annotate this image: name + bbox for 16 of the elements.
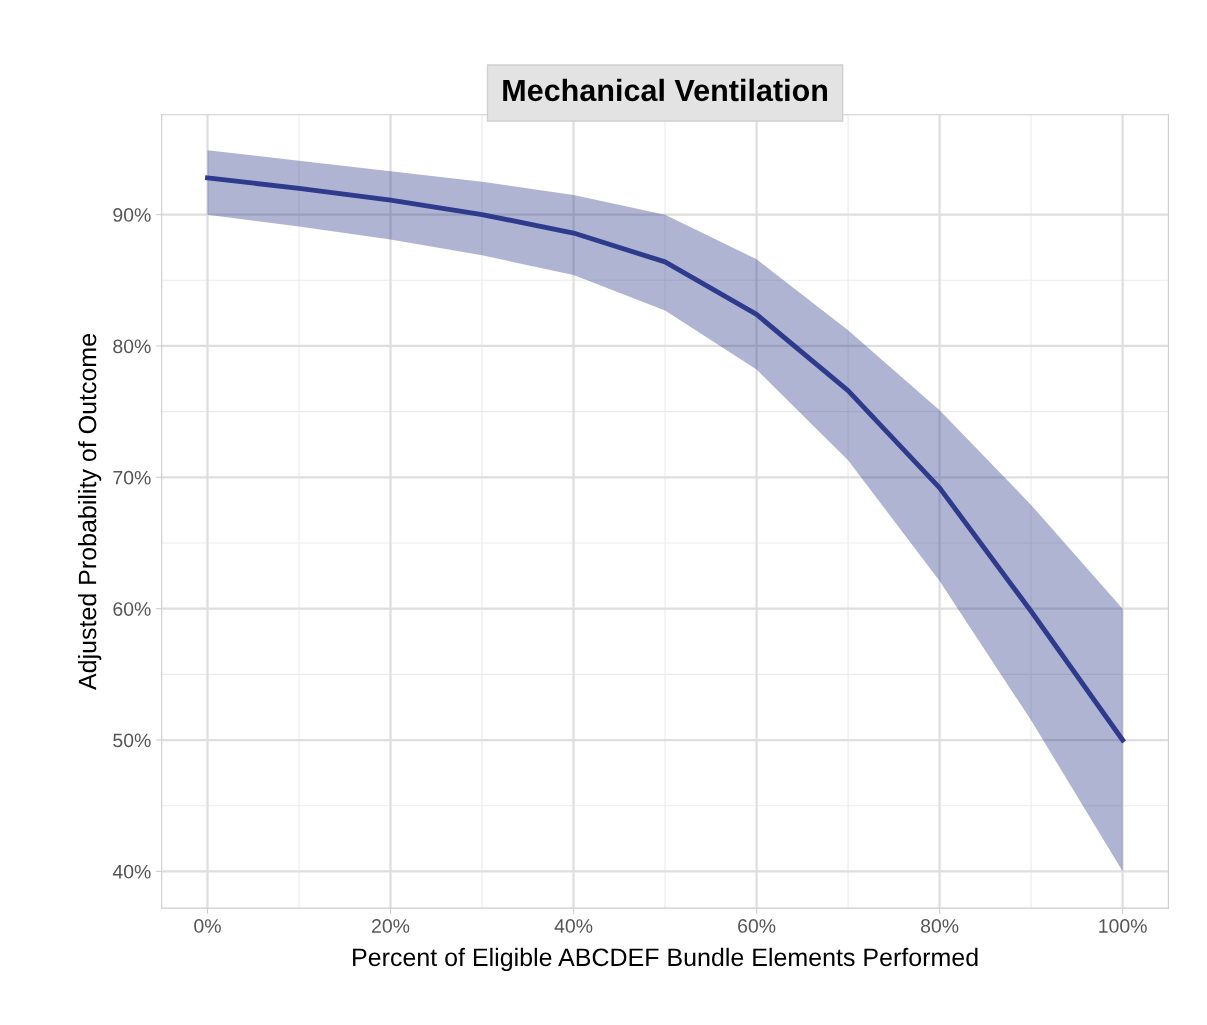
y-tick-label: 80% xyxy=(113,339,151,354)
x-tick-label: 0% xyxy=(194,919,221,933)
y-tick-label: 90% xyxy=(113,208,151,222)
x-axis-title: Percent of Eligible ABCDEF Bundle Elements Performed xyxy=(353,947,978,972)
line-series xyxy=(205,175,1126,743)
x-tick-label: 100% xyxy=(1099,919,1147,933)
x-tick-label: 60% xyxy=(738,919,776,933)
y-axis-title: Adjusted Probability of Outcome xyxy=(77,334,102,690)
y-tick-label: 70% xyxy=(113,470,151,485)
y-tick-label: 50% xyxy=(113,733,151,748)
chart-title: Mechanical Ventilation xyxy=(503,78,828,102)
x-tick-label: 40% xyxy=(554,919,593,933)
y-tick-label: 60% xyxy=(113,602,151,616)
x-tick-label: 80% xyxy=(920,919,959,933)
x-tick-label: 20% xyxy=(372,919,410,933)
y-tick-label: 40% xyxy=(112,864,151,879)
